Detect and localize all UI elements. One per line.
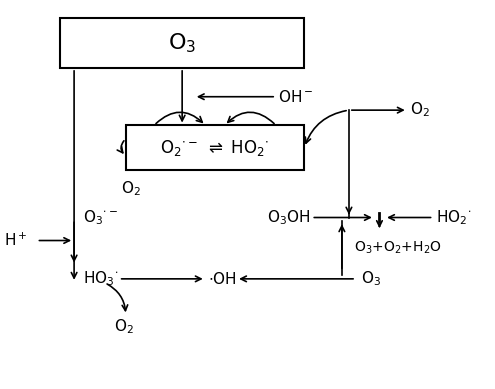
Text: O$_3$+O$_2$+H$_2$O: O$_3$+O$_2$+H$_2$O	[354, 240, 442, 256]
Text: H$^+$: H$^+$	[3, 232, 27, 249]
Text: O$_2$: O$_2$	[121, 179, 141, 198]
Text: O$_2$$^{\cdot-}$ $\rightleftharpoons$ HO$_2$$^{\cdot}$: O$_2$$^{\cdot-}$ $\rightleftharpoons$ HO…	[160, 138, 270, 158]
Bar	[126, 126, 304, 170]
Text: O$_3$$^{\cdot-}$: O$_3$$^{\cdot-}$	[84, 208, 118, 227]
Text: O$_2$: O$_2$	[410, 101, 430, 119]
Bar	[60, 18, 304, 68]
Text: HO$_2$$^{\cdot}$: HO$_2$$^{\cdot}$	[436, 208, 471, 227]
Text: O$_3$OH: O$_3$OH	[267, 208, 310, 227]
Text: O$_3$: O$_3$	[361, 270, 381, 288]
Text: O$_2$: O$_2$	[113, 317, 133, 336]
Text: OH$^-$: OH$^-$	[279, 89, 314, 105]
Text: $\cdot$OH: $\cdot$OH	[208, 271, 237, 287]
Text: HO$_3$$^{\cdot}$: HO$_3$$^{\cdot}$	[84, 270, 119, 288]
Text: O$_3$: O$_3$	[168, 31, 196, 55]
